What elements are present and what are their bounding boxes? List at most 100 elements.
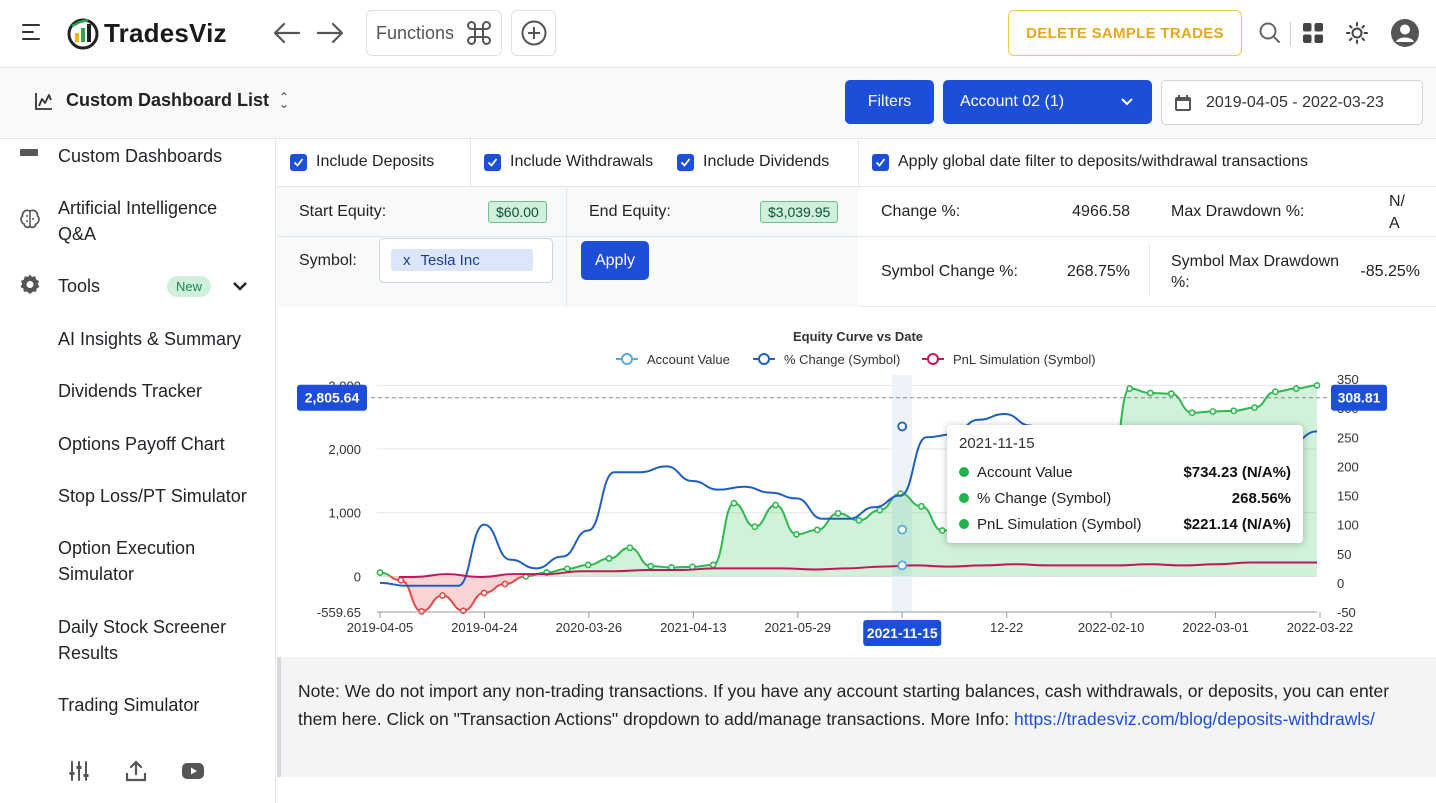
series-dot — [959, 493, 969, 503]
crosshair-right-value: 308.81 — [1338, 390, 1381, 406]
account-value-point — [397, 576, 405, 584]
account-value-point — [917, 502, 925, 510]
date-range-picker[interactable]: 2019-04-05 - 2022-03-23 — [1161, 80, 1423, 125]
account-value-point — [709, 561, 717, 569]
account-value-area-negative — [380, 576, 1317, 612]
start-equity-label: Start Equity: — [299, 203, 387, 220]
youtube-icon[interactable] — [181, 759, 205, 783]
sidebar-item-custom-dashboards[interactable]: Custom Dashboards — [58, 146, 223, 166]
sun-icon[interactable] — [1344, 20, 1370, 46]
info-link[interactable]: https://tradesviz.com/blog/deposits-with… — [1014, 709, 1375, 729]
account-value-point — [1126, 385, 1133, 392]
functions-button[interactable]: Functions — [366, 10, 502, 56]
crosshair-left-value: 2,805.64 — [305, 390, 360, 406]
chevron-down-icon — [1121, 98, 1133, 106]
start-equity-value: $60.00 — [488, 201, 547, 223]
sidebar-item-stop-loss-simulator[interactable]: Stop Loss/PT Simulator — [58, 486, 247, 506]
y-left-tick-label: -559.65 — [317, 605, 361, 620]
divider — [858, 139, 859, 187]
checkbox-checked-icon — [872, 153, 889, 171]
y-right-tick-label: 150 — [1337, 489, 1359, 504]
account-value-point — [1292, 385, 1300, 392]
y-right-tick-label: 250 — [1337, 430, 1359, 445]
chevron-down-icon[interactable] — [232, 280, 248, 292]
search-icon[interactable] — [1257, 20, 1283, 46]
x-tick-label: 2020-03-26 — [556, 620, 623, 635]
divider — [859, 236, 1436, 237]
delete-sample-trades-button[interactable]: DELETE SAMPLE TRADES — [1008, 10, 1242, 56]
checkbox-checked-icon — [484, 153, 501, 171]
apply-global-date-checkbox[interactable]: Apply global date filter to deposits/wit… — [872, 153, 1308, 171]
sidebar-item-trading-simulator[interactable]: Trading Simulator — [58, 695, 200, 715]
sidebar-item-dividends-tracker[interactable]: Dividends Tracker — [58, 381, 203, 401]
apply-button[interactable]: Apply — [581, 241, 649, 280]
forward-arrow-icon[interactable] — [315, 20, 345, 46]
sidebar-item-ai-qa[interactable]: Artificial Intelligence Q&A — [58, 198, 218, 244]
crosshair-x-label-bg — [863, 620, 942, 646]
date-range-value: 2019-04-05 - 2022-03-23 — [1206, 93, 1384, 111]
account-value-point — [1147, 389, 1154, 397]
apps-grid-icon[interactable] — [1300, 20, 1326, 46]
y-right-tick-label: -50 — [1337, 605, 1356, 620]
chart-legend: Account Value % Change (Symbol) PnL Simula… — [616, 352, 1096, 367]
app-logo[interactable]: TradesViz — [66, 16, 227, 50]
crosshair-right-value-bg — [1331, 384, 1387, 411]
stats-panel: Change %: 4966.58 Max Drawdown %: N/A Sy… — [859, 187, 1436, 307]
crosshair-left-value-bg — [297, 384, 367, 411]
chart-tooltip: 2021-11-15 Account Value $734.23 (N/A%) %… — [947, 425, 1303, 543]
legend-marker — [621, 353, 633, 365]
include-deposits-label: Include Deposits — [316, 153, 435, 170]
tooltip-row: Account Value $734.23 (N/A%) — [959, 459, 1291, 485]
note-text: Note: We do not import any non-trading t… — [298, 681, 1390, 729]
dashboard-title: Custom Dashboard List — [66, 90, 270, 110]
filters-button[interactable]: Filters — [845, 80, 934, 124]
divider — [277, 236, 858, 237]
pnl-marker — [897, 560, 908, 571]
add-button[interactable] — [511, 10, 556, 56]
y-right-tick-label: 350 — [1337, 372, 1359, 387]
account-value-point — [876, 506, 884, 514]
hamburger-icon[interactable] — [22, 24, 42, 42]
account-value-point — [439, 592, 446, 599]
back-arrow-icon[interactable] — [272, 20, 302, 46]
upload-icon[interactable] — [124, 759, 148, 783]
x-tick-label: 2021-04-13 — [660, 620, 727, 635]
tooltip-series-value: $221.14 (N/A%) — [1183, 515, 1291, 533]
include-withdrawals-checkbox[interactable]: Include Withdrawals — [484, 153, 653, 171]
account-value-point — [626, 544, 634, 552]
user-avatar-icon[interactable] — [1390, 18, 1420, 48]
chart-axes: 3,0002,0001,0000-559.6535030025020015010… — [317, 372, 1359, 635]
account-value-point — [480, 589, 488, 597]
legend-marker — [927, 353, 939, 365]
sidebar: Custom Dashboards Artificial Intelligenc… — [0, 139, 276, 803]
sidebar-item-options-payoff[interactable]: Options Payoff Chart — [58, 434, 225, 454]
include-deposits-checkbox[interactable]: Include Deposits — [290, 153, 434, 171]
account-value-point — [418, 607, 426, 615]
crosshair-x-label: 2021-11-15 — [867, 625, 938, 641]
symbol-select[interactable]: x Tesla Inc — [379, 238, 553, 283]
sliders-icon[interactable] — [67, 759, 91, 783]
x-tick-label: 2022-03-01 — [1182, 620, 1249, 635]
plus-circle-icon — [521, 20, 546, 46]
change-value: 4966.58 — [1072, 203, 1130, 220]
top-navbar: TradesViz Functions DELETE SAMPLE TRADES — [0, 0, 1436, 68]
dashboard-selector[interactable]: Custom Dashboard List ⌃ ⌄ — [34, 90, 289, 111]
y-left-tick-label: 1,000 — [328, 506, 361, 521]
sidebar-item-tools[interactable]: Tools — [58, 276, 101, 296]
sidebar-item-ai-insights[interactable]: AI Insights & Summary — [58, 329, 242, 349]
tooltip-series-name: PnL Simulation (Symbol) — [977, 515, 1142, 533]
x-tick-label: 12-22 — [990, 620, 1023, 635]
y-right-tick-label: 0 — [1337, 576, 1344, 591]
calendar-icon — [1175, 94, 1191, 111]
legend-label: Account Value — [647, 352, 730, 367]
tooltip-series-name: Account Value — [977, 463, 1073, 481]
account-value-point — [1313, 381, 1321, 389]
remove-tag-icon[interactable]: x — [403, 251, 411, 269]
sidebar-item-option-execution[interactable]: Option Execution Simulator — [58, 538, 196, 584]
change-label: Change %: — [881, 203, 961, 220]
new-badge: New — [167, 276, 212, 297]
account-dropdown[interactable]: Account 02 (1) — [943, 80, 1152, 124]
account-value-point — [459, 607, 467, 615]
sidebar-item-stock-screener[interactable]: Daily Stock Screener Results — [58, 617, 227, 663]
include-dividends-checkbox[interactable]: Include Dividends — [677, 153, 829, 171]
